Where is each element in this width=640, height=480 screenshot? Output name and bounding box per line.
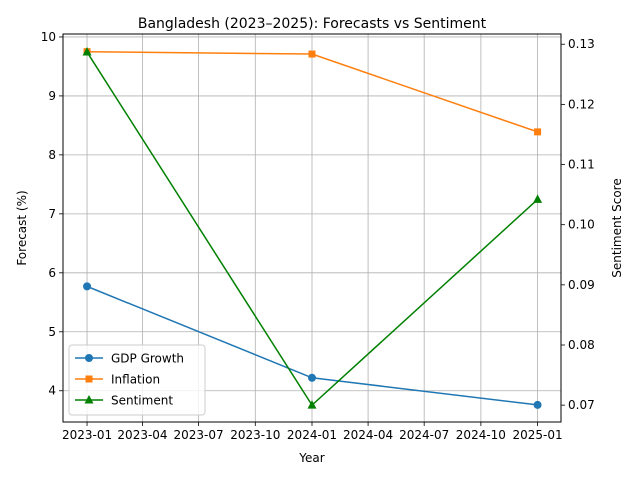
data-point-sentiment	[533, 194, 543, 203]
x-tick-label: 2024-01	[287, 428, 337, 442]
x-tick-label: 2024-10	[456, 428, 506, 442]
grid-lines	[63, 34, 561, 422]
y-tick-label: 5	[48, 325, 56, 339]
x-tick-label: 2023-07	[174, 428, 224, 442]
y-tick-label: 6	[48, 266, 56, 280]
y2-tick-label: 0.07	[568, 398, 595, 412]
y2-tick-label: 0.10	[568, 218, 595, 232]
data-point-sentiment	[307, 400, 317, 409]
legend-box	[68, 344, 206, 416]
legend-marker	[84, 395, 94, 404]
y-tick-label: 8	[48, 148, 56, 162]
data-point-sentiment	[82, 47, 92, 56]
series-layer	[82, 47, 543, 409]
x-axis: 2023-01 2023-04 2023-07 2023-10 2024-01 2024-…	[62, 422, 563, 442]
data-point-inflation	[534, 128, 542, 136]
data-point-inflation	[308, 50, 316, 58]
y2-tick-label: 0.08	[568, 338, 595, 352]
x-tick-label: 2024-07	[399, 428, 449, 442]
legend-marker	[85, 375, 93, 383]
x-tick-label: 2023-04	[117, 428, 167, 442]
legend-label: Sentiment	[111, 394, 173, 408]
data-point-gdp-growth	[533, 400, 542, 409]
legend-label: Inflation	[111, 373, 160, 387]
legend-item-inflation: Inflation	[75, 373, 160, 387]
legend: GDP Growth Inflation Sentiment	[68, 344, 206, 416]
legend-label: GDP Growth	[111, 352, 184, 366]
x-tick-label: 2023-01	[62, 428, 112, 442]
data-point-gdp-growth	[83, 282, 92, 291]
data-point-gdp-growth	[308, 373, 316, 382]
y2-tick-label: 0.11	[568, 158, 595, 172]
x-tick-label: 2023-10	[230, 428, 280, 442]
y2-tick-label: 0.12	[568, 97, 595, 111]
y-tick-label: 4	[48, 384, 56, 398]
chart-title: Bangladesh (2023–2025): Forecasts vs Sen…	[138, 16, 487, 32]
legend-marker	[85, 354, 93, 362]
y-tick-label: 10	[41, 30, 56, 44]
y2-tick-label: 0.09	[568, 278, 595, 292]
legend-item-sentiment: Sentiment	[75, 394, 173, 408]
series-sentiment	[82, 47, 543, 409]
x-axis-label: Year	[298, 451, 324, 465]
y-axis-label: Forecast (%)	[15, 190, 29, 265]
y2-tick-label: 0.13	[568, 37, 595, 51]
x-tick-label: 2025-01	[513, 428, 563, 442]
y2-axis-label: Sentiment Score	[610, 178, 624, 277]
y-tick-label: 9	[48, 89, 56, 103]
x-tick-label: 2024-04	[343, 428, 393, 442]
y-axis-left: 4 5 6 7 8 9 10	[41, 30, 63, 398]
series-gdp-growth	[83, 282, 542, 409]
y-axis-right: 0.07 0.08 0.09 0.10 0.11 0.12 0.13	[561, 37, 595, 412]
y-tick-label: 7	[48, 207, 56, 221]
legend-item-gdp-growth: GDP Growth	[75, 352, 184, 366]
